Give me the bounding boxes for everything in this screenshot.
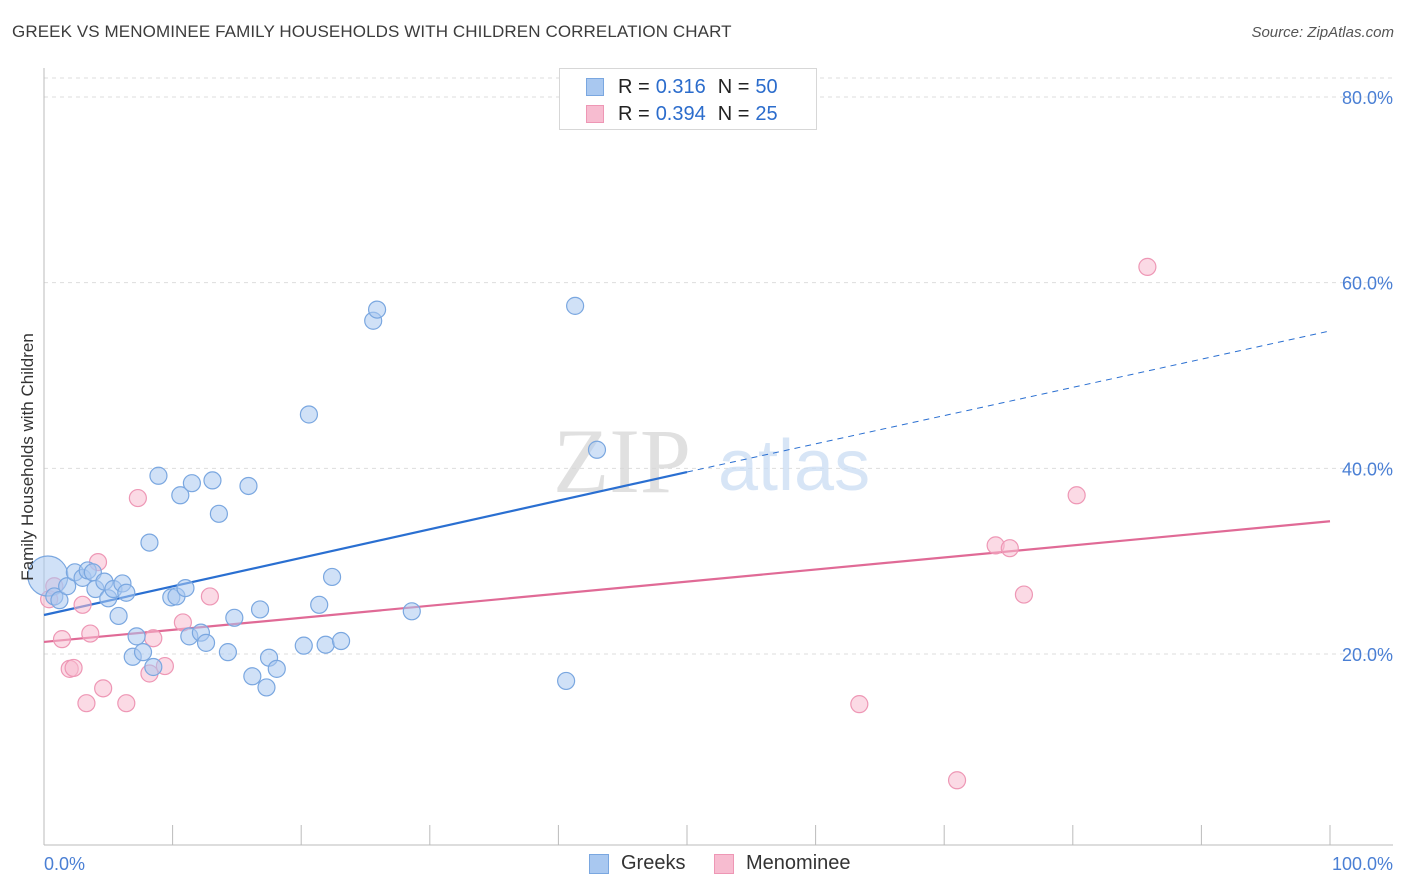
point-greeks [267,659,286,678]
legend-r-label: R = [618,102,650,125]
point-menominee [77,694,96,713]
point-greeks [402,602,421,621]
point-menominee [1000,539,1019,558]
point-menominee [64,658,83,678]
series-swatch-menominee [714,853,734,874]
point-greeks [218,643,237,662]
point-menominee [117,694,136,713]
point-greeks [109,606,128,626]
point-greeks [587,440,607,459]
point-menominee [73,595,92,614]
y-tick-label: 40.0% [1342,459,1393,479]
point-greeks [133,643,153,662]
point-greeks [149,466,168,485]
point-greeks [566,296,585,315]
point-menominee [947,771,967,790]
legend-swatch-menominee [586,105,604,123]
point-greeks [140,533,159,552]
watermark-atlas: atlas [718,426,870,506]
legend-r-value-menominee: 0.394 [655,102,706,125]
legend-swatch-greeks [586,78,604,96]
point-greeks [331,631,351,651]
trend-line-menominee [43,520,1331,644]
source-label: Source: ZipAtlas.com [1251,24,1394,41]
point-greeks [250,600,270,619]
point-greeks [58,577,77,596]
legend-n-value-greeks: 50 [755,75,778,98]
point-menominee [128,488,147,508]
legend: R = 0.316 N = 50 R = 0.394 N = 25 [559,68,817,130]
series-name-menominee: Menominee [746,852,851,874]
point-greeks [50,591,69,610]
series-legend: Greeks Menominee [0,850,1406,878]
legend-row-greeks: R = 0.316 N = 50 [586,74,778,100]
point-greeks [209,504,228,523]
legend-r-value-greeks: 0.316 [655,75,706,98]
axes [43,68,1393,846]
y-tick-label: 80.0% [1342,88,1393,108]
point-menominee [1138,257,1157,276]
point-greeks [294,636,313,655]
legend-row-menominee: R = 0.394 N = 25 [586,101,778,127]
series-name-greeks: Greeks [621,852,686,874]
point-menominee [94,679,113,698]
point-greeks [257,678,276,697]
point-greeks [299,405,319,424]
point-greeks [144,657,163,677]
data-points [27,257,1157,790]
point-greeks [310,595,329,614]
point-menominee [1067,486,1086,505]
legend-n-label: N = [717,102,750,125]
point-greeks [182,474,201,493]
point-greeks [117,583,136,602]
legend-n-label: N = [717,75,750,98]
grid-lines [44,77,1393,655]
point-menominee [200,587,219,606]
x-tick-label-min: 0.0% [44,854,85,874]
point-greeks [243,667,262,686]
point-menominee [1014,585,1034,604]
legend-n-value-menominee: 25 [755,102,778,125]
chart-title: GREEK VS MENOMINEE FAMILY HOUSEHOLDS WIT… [12,22,732,41]
x-tick-label-max: 100.0% [1332,854,1393,874]
axis-labels: 20.0% 40.0% 60.0% 80.0% 0.0% 100.0% Family Hou… [18,88,1393,874]
y-tick-label: 60.0% [1342,274,1393,294]
point-greeks [196,633,216,652]
point-menominee [850,695,869,714]
point-greeks [367,300,387,319]
series-swatch-greeks [589,853,609,874]
trend-line-greeks [43,470,688,617]
point-greeks [171,486,190,505]
point-greeks [203,471,222,490]
series-legend-menominee: Menominee [714,852,851,875]
point-greeks [225,608,244,627]
series-legend-greeks: Greeks [589,852,685,875]
watermark: ZIP atlas [553,410,870,512]
y-axis-title: Family Households with Children [18,333,37,581]
point-greeks [239,476,258,496]
trend-lines [43,330,1331,644]
point-menominee [81,624,100,643]
point-greeks [316,635,335,654]
point-greeks [557,671,576,691]
point-greeks [322,567,342,587]
y-tick-label: 20.0% [1342,645,1393,665]
watermark-zip: ZIP [553,410,691,512]
legend-r-label: R = [618,75,650,98]
point-menominee [52,630,72,649]
point-greeks [176,578,195,598]
point-greeks [127,627,146,646]
